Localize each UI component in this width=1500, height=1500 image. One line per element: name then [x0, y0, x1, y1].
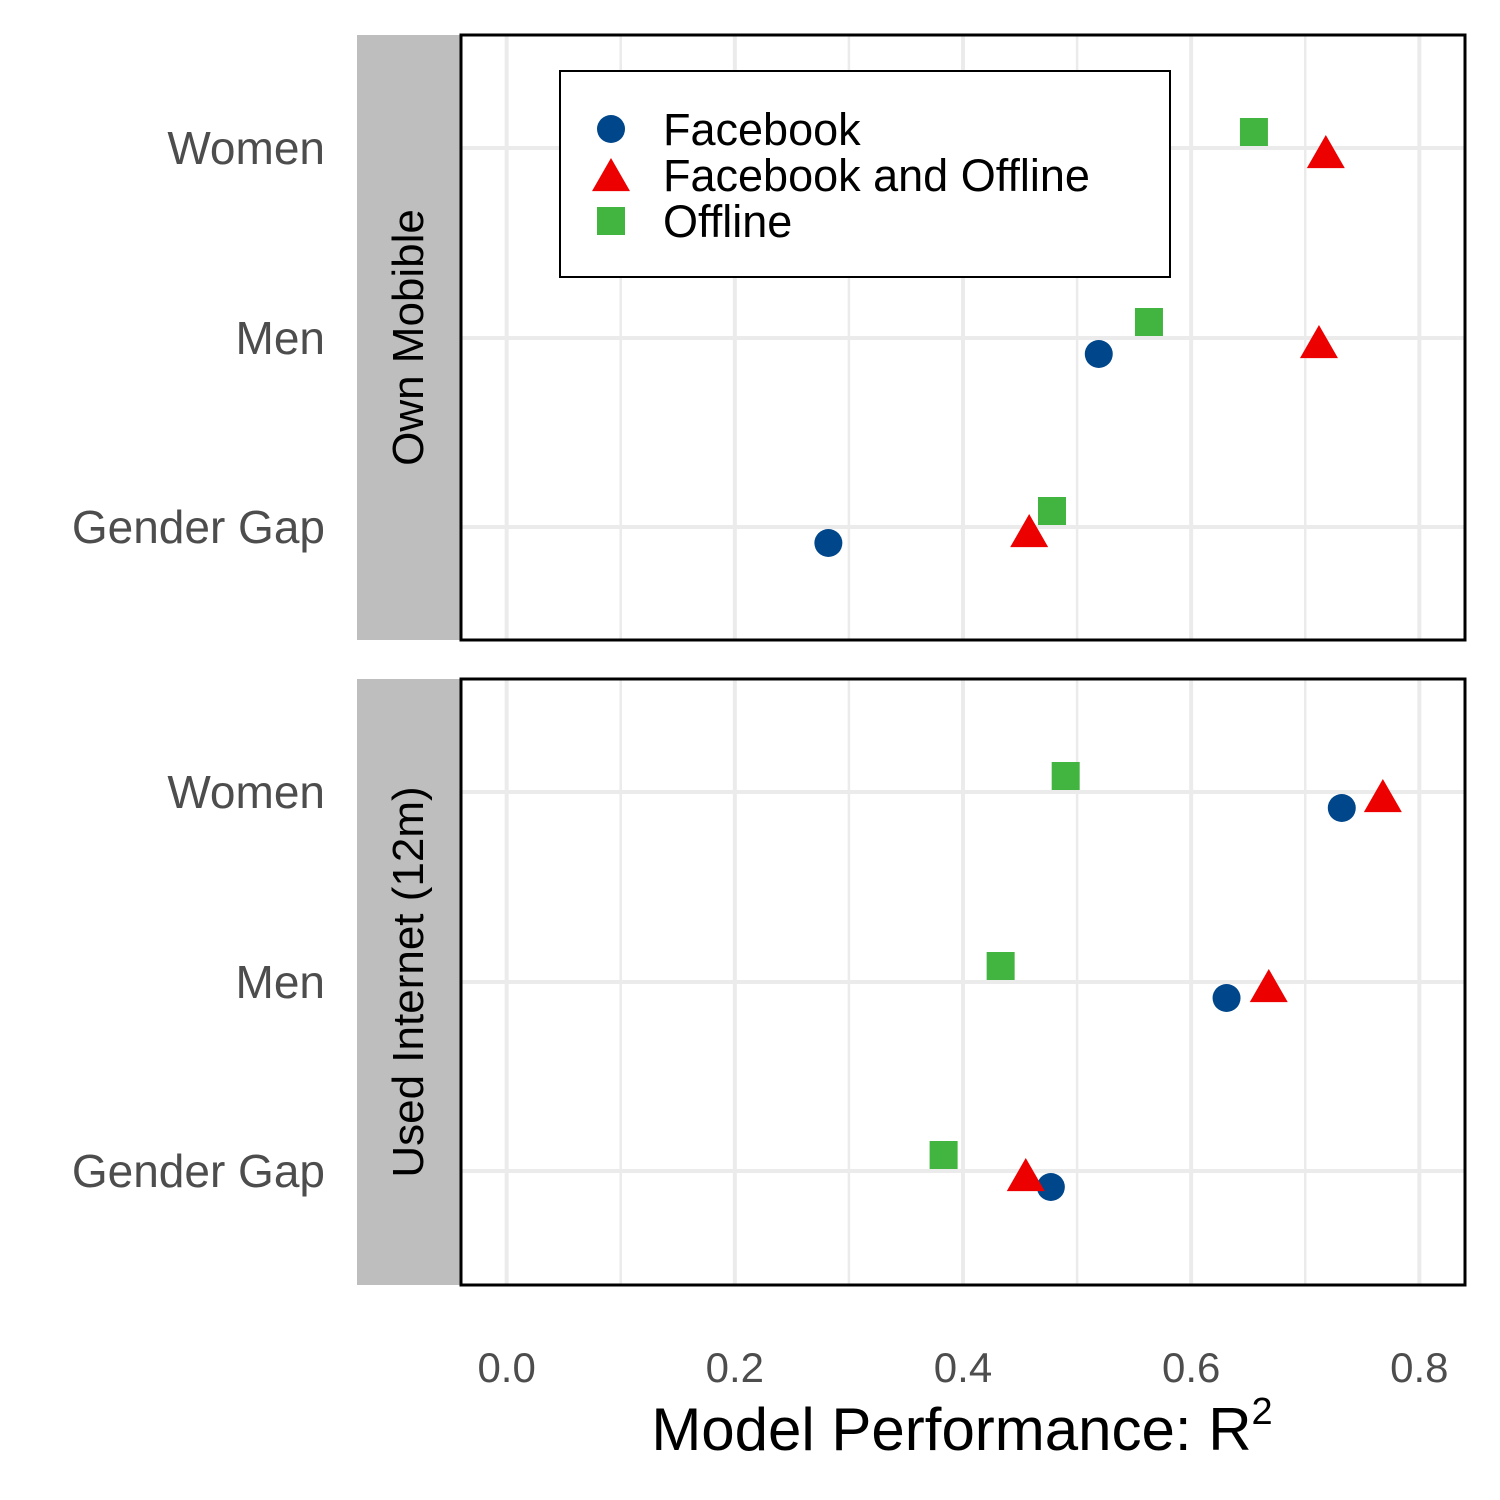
point-circle — [1327, 794, 1356, 822]
point-triangle — [1363, 779, 1402, 813]
facet-strip-label: Own Mobible — [384, 209, 433, 466]
point-circle — [1084, 340, 1113, 368]
legend-marker-triangle — [592, 158, 630, 192]
point-triangle — [1010, 514, 1049, 548]
x-axis: 0.0 0.2 0.4 0.6 0.8 — [477, 1344, 1448, 1391]
y-tick-label: Women — [167, 766, 325, 818]
facet-strip — [357, 35, 461, 640]
legend-label: Offline — [663, 196, 792, 247]
point-triangle — [1249, 969, 1288, 1003]
point-circle — [1212, 984, 1241, 1012]
point-triangle — [1299, 325, 1338, 359]
x-axis-label: Model Performance: R2 — [651, 1391, 1272, 1463]
point-circle — [1036, 1173, 1065, 1201]
legend-item: Offline — [597, 196, 792, 247]
legend-item: Facebook and Offline — [592, 150, 1090, 201]
x-tick-label: 0.6 — [1162, 1344, 1220, 1391]
y-tick-label: Men — [236, 956, 325, 1008]
point-square — [986, 952, 1015, 980]
x-tick-label: 0.8 — [1390, 1344, 1448, 1391]
gridlines — [461, 679, 1465, 1285]
data-points — [814, 118, 1345, 557]
panel-border — [459, 33, 1467, 642]
x-tick-label: 0.2 — [706, 1344, 764, 1391]
point-square — [1037, 497, 1066, 525]
facet-panel: Used Internet (12m) Gender Gap Men Women — [72, 677, 1467, 1287]
legend-marker-square — [597, 207, 625, 235]
legend-box — [559, 70, 1171, 278]
point-square — [929, 1141, 958, 1169]
facet-strip-label: Used Internet (12m) — [384, 786, 433, 1177]
legend-label: Facebook and Offline — [663, 150, 1090, 201]
point-triangle — [1306, 135, 1345, 169]
legend-label: Facebook — [663, 104, 861, 155]
legend-item: Facebook — [597, 104, 861, 155]
x-tick-label: 0.4 — [934, 1344, 992, 1391]
point-square — [1134, 308, 1163, 336]
x-axis-label-superscript: 2 — [1252, 1391, 1273, 1433]
data-points — [929, 762, 1402, 1201]
point-triangle — [1006, 1158, 1045, 1192]
point-square — [1051, 762, 1080, 790]
point-circle — [814, 529, 843, 557]
y-tick-label: Gender Gap — [72, 501, 325, 553]
y-tick-label: Men — [236, 312, 325, 364]
legend-marker-circle — [597, 115, 625, 143]
y-tick-label: Women — [167, 122, 325, 174]
x-axis-label-text: Model Performance: R — [651, 1396, 1251, 1463]
point-square — [1239, 118, 1268, 146]
facet-strip — [357, 679, 461, 1285]
panel-border — [459, 677, 1467, 1287]
y-tick-label: Gender Gap — [72, 1145, 325, 1197]
x-tick-label: 0.0 — [477, 1344, 535, 1391]
